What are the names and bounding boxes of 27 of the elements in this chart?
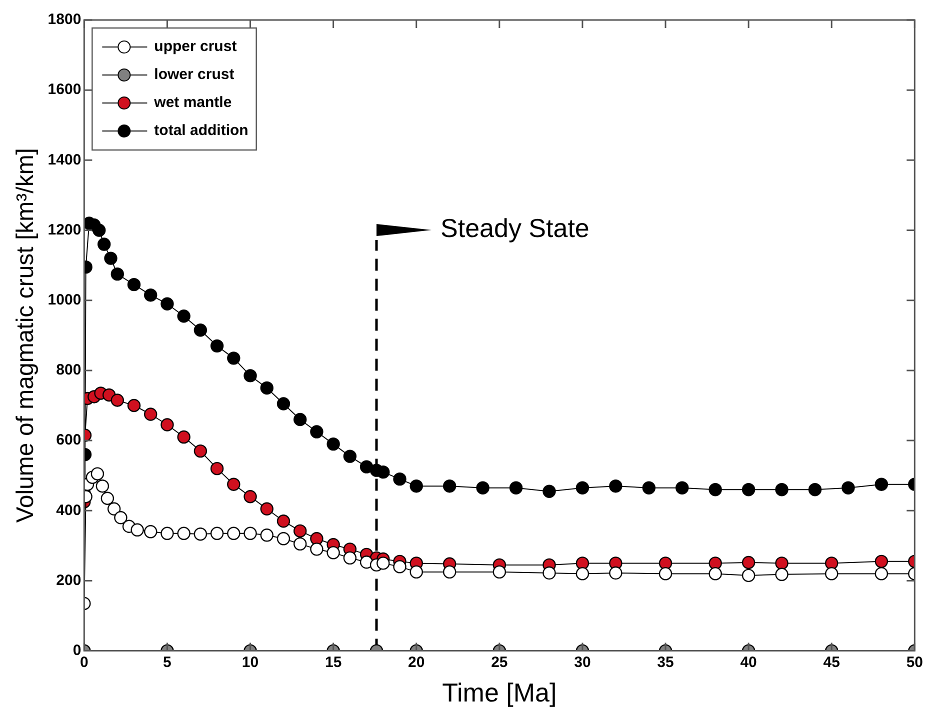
y-tick-label: 1600 [48, 81, 82, 98]
x-tick-label: 25 [491, 654, 508, 671]
legend-label: lower crust [154, 66, 234, 84]
y-tick-label: 400 [56, 502, 82, 519]
y-tick-label: 0 [72, 642, 82, 659]
x-tick-label: 5 [163, 654, 172, 671]
y-tick-label: 600 [56, 432, 82, 449]
x-tick-label: 50 [906, 654, 923, 671]
x-tick-label: 35 [657, 654, 674, 671]
x-tick-label: 20 [408, 654, 425, 671]
x-tick-label: 30 [574, 654, 591, 671]
ref-line-label: Steady State [440, 213, 590, 244]
x-tick-label: 10 [242, 654, 259, 671]
y-tick-label: 1000 [48, 291, 82, 308]
y-tick-label: 1400 [48, 151, 82, 168]
y-tick-label: 800 [56, 362, 82, 379]
y-axis-title: Volume of magmatic crust [km³/km] [12, 148, 40, 523]
legend-label: wet mantle [153, 94, 232, 112]
legend-label: upper crust [154, 38, 237, 56]
x-tick-label: 40 [740, 654, 757, 671]
x-axis-title: Time [Ma] [442, 678, 557, 708]
y-tick-label: 200 [56, 572, 82, 589]
x-tick-label: 45 [823, 654, 840, 671]
x-tick-label: 15 [324, 654, 342, 671]
legend-label: total addition [154, 122, 248, 140]
y-tick-label: 1200 [48, 221, 82, 238]
y-tick-label: 1800 [48, 11, 82, 28]
